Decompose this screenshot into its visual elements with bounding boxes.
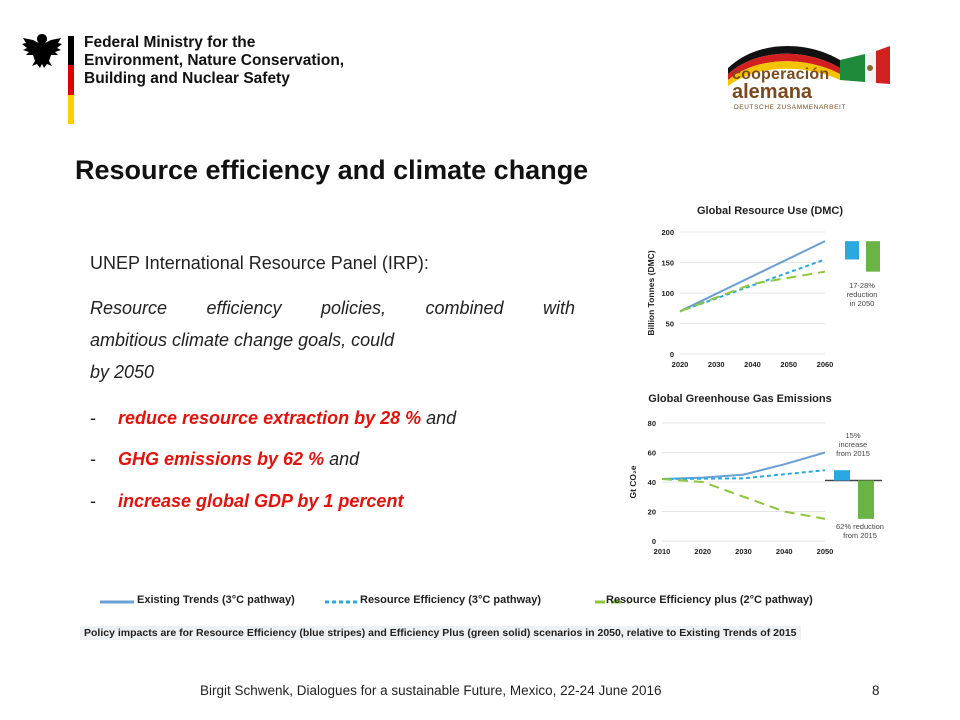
bullet-dash: -: [90, 449, 96, 469]
legend-label-existing: Existing Trends (3°C pathway): [137, 594, 295, 606]
coop-logo-line1: cooperación: [732, 66, 830, 83]
x-tick-label: 2050: [780, 360, 797, 369]
word: policies,: [321, 298, 387, 318]
legend-label-efficiency-plus: Resource Efficiency plus (2°C pathway): [606, 594, 813, 606]
reduction-bar: [866, 241, 880, 272]
chart-annotation: in 2050: [850, 299, 875, 308]
bullet-dash: -: [90, 408, 96, 428]
series-line: [679, 240, 826, 313]
x-tick-label: 2060: [817, 360, 834, 369]
word: with: [542, 298, 575, 318]
word: efficiency: [206, 298, 282, 318]
bullet-rest: and: [421, 408, 457, 428]
cooperacion-alemana-logo: [728, 45, 890, 86]
chart-annotation: reduction: [847, 290, 878, 299]
y-tick-label: 60: [648, 449, 656, 458]
bullet-dash: -: [90, 491, 96, 511]
bullet-highlight: GHG emissions by 62 %: [118, 449, 325, 469]
bullet-highlight: increase global GDP by 1 percent: [118, 491, 404, 511]
series-line: [679, 270, 826, 313]
bullet-item: - increase global GDP by 1 percent: [90, 491, 403, 512]
german-flag-stripe: [68, 36, 74, 124]
y-tick-label: 20: [648, 508, 656, 517]
resource-use-chart: Global Resource Use (DMC) 0 50 100 150 200 202…: [646, 205, 880, 369]
word: Resource: [90, 298, 168, 318]
series-line: [661, 451, 826, 481]
x-tick-label: 2050: [817, 547, 834, 556]
series-line: [661, 478, 826, 520]
bullet-highlight: reduce resource extraction by 28 %: [118, 408, 422, 428]
legend-label-efficiency: Resource Efficiency (3°C pathway): [360, 594, 542, 606]
word: combined: [425, 298, 504, 318]
x-tick-label: 2040: [744, 360, 761, 369]
change-bar: [834, 470, 850, 481]
slide-title: Resource efficiency and climate change: [75, 155, 589, 185]
chart-title: Global Resource Use (DMC): [697, 205, 843, 217]
x-tick-label: 2030: [735, 547, 752, 556]
ministry-line-1: Federal Ministry for the: [84, 34, 256, 51]
change-bar: [858, 480, 874, 519]
federal-eagle-icon: [22, 34, 62, 68]
x-tick-label: 2020: [672, 360, 689, 369]
y-axis-label: Billion Tonnes (DMC): [646, 250, 656, 335]
charts-panel: Global Resource Use (DMC)050100150200202…: [628, 205, 884, 556]
coop-logo-line2: alemana: [732, 81, 813, 103]
bullet-rest: and: [324, 449, 360, 469]
flag-gold: [68, 94, 74, 124]
chart-title: Global Greenhouse Gas Emissions: [648, 393, 831, 405]
paragraph-line-2: ambitious climate change goals, could: [90, 330, 395, 350]
bullet-item: - reduce resource extraction by 28 % and: [90, 408, 456, 429]
flag-black: [68, 36, 74, 66]
y-tick-label: 80: [648, 419, 656, 428]
x-tick-label: 2040: [776, 547, 793, 556]
chart-annotation: increase: [839, 440, 867, 449]
main-paragraph: Resource efficiency policies, combined w…: [90, 292, 575, 388]
y-axis-label: Gt CO₂e: [628, 465, 638, 498]
chart-annotation: 15%: [845, 431, 860, 440]
chart-annotation: 17-28%: [849, 281, 875, 290]
ministry-name: Federal Ministry for the Environment, Na…: [84, 34, 344, 88]
x-tick-label: 2030: [708, 360, 725, 369]
y-tick-label: 0: [670, 350, 674, 359]
chart-annotation: from 2015: [843, 531, 877, 540]
y-tick-label: 150: [661, 259, 674, 268]
x-tick-label: 2010: [654, 547, 671, 556]
footer-text: Birgit Schwenk, Dialogues for a sustaina…: [200, 683, 662, 698]
x-tick-label: 2020: [694, 547, 711, 556]
y-tick-label: 50: [666, 320, 674, 329]
chart-legend: [100, 600, 629, 604]
ministry-line-3: Building and Nuclear Safety: [84, 70, 290, 87]
y-tick-label: 0: [652, 537, 656, 546]
policy-note: Policy impacts are for Resource Efficien…: [80, 626, 801, 640]
coop-logo-line3: DEUTSCHE ZUSAMMENARBEIT: [734, 104, 847, 111]
series-line: [679, 258, 826, 313]
reduction-bar: [845, 241, 859, 260]
ghg-emissions-chart: Global Greenhouse Gas Emissions020406080…: [628, 393, 884, 556]
chart-annotation: 62% reduction: [836, 522, 884, 531]
ministry-line-2: Environment, Nature Conservation,: [84, 52, 345, 69]
series-line: [661, 469, 826, 481]
paragraph-line-1: Resource efficiency policies, combined w…: [90, 292, 575, 324]
y-tick-label: 100: [661, 289, 674, 298]
chart-annotation: from 2015: [836, 449, 870, 458]
y-tick-label: 200: [661, 228, 674, 237]
y-tick-label: 40: [648, 478, 656, 487]
paragraph-line-3: by 2050: [90, 362, 155, 382]
flag-red: [68, 65, 74, 95]
intro-text: UNEP International Resource Panel (IRP):: [90, 253, 429, 273]
page-number: 8: [872, 683, 880, 698]
bullet-item: - GHG emissions by 62 % and: [90, 449, 359, 470]
